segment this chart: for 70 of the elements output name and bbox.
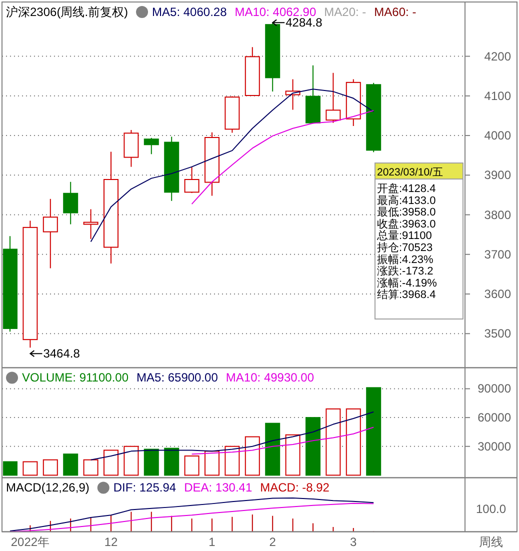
bar: [83, 459, 98, 476]
bar: [164, 448, 180, 476]
x-tick-label: 1: [208, 535, 216, 549]
bar: [244, 436, 260, 476]
series-label: DIF: 125.94: [113, 480, 176, 495]
candlestick: [184, 166, 200, 194]
y-tick-label: 60000: [478, 410, 512, 425]
bar: [104, 450, 118, 476]
bar: [346, 408, 361, 476]
annotation: 3464.8: [43, 346, 80, 361]
bar: [265, 422, 280, 476]
bar: [144, 448, 159, 476]
y-tick-label: 3900: [484, 168, 512, 182]
line-series: [90, 411, 374, 460]
text: MA10: 49930.00: [226, 370, 314, 385]
x-tick-label: 2: [269, 535, 276, 549]
y-tick-label: 3500: [484, 326, 512, 341]
y-tick-label: 4100: [484, 88, 512, 103]
bar: [3, 461, 18, 476]
bar: [326, 408, 341, 476]
bar: [204, 450, 220, 476]
annotation: 最低:3958.0: [377, 206, 436, 219]
chart-title: 沪深2306(周线.前复权): [6, 5, 128, 19]
candlestick: [63, 181, 78, 225]
bar: [42, 459, 58, 476]
annotation: 2023/03/10/五: [377, 166, 444, 178]
annotation: 持仓:70523: [377, 242, 433, 254]
series-label: MACD: -8.92: [260, 480, 330, 495]
y-tick-label: 4000: [484, 128, 512, 143]
bar: [224, 446, 240, 476]
bar: [22, 461, 38, 476]
text: 周线: [479, 535, 503, 549]
y-tick-label: 3700: [484, 247, 512, 262]
annotation: 最高:4133.0: [377, 194, 436, 207]
bar: [306, 417, 320, 476]
annotation: 开盘:4128.4: [377, 183, 436, 195]
annotation: 收盘:3963.0: [377, 218, 436, 230]
line-series: [191, 110, 374, 205]
candlestick: [144, 137, 159, 155]
candlestick: [42, 198, 58, 269]
chart-title: MACD(12,26,9): [6, 480, 90, 495]
text: VOLUME: 91100.00: [22, 370, 129, 385]
line-series: [191, 426, 374, 455]
bar: [285, 434, 300, 476]
bar: [366, 387, 382, 476]
text: 100.0: [476, 502, 506, 516]
y-tick-label: 30000: [478, 439, 512, 454]
text: MA5: 4060.28: [152, 5, 228, 19]
annotation: 总量:91100: [376, 229, 432, 242]
y-tick-label: 4200: [484, 49, 512, 64]
y-tick-label: 3600: [484, 287, 512, 302]
annotation: 振幅:4.23%: [377, 254, 434, 266]
bar: [184, 455, 200, 476]
x-tick-label: 3: [350, 535, 358, 549]
line-series: [90, 88, 374, 242]
text: MA5: 65900.00: [136, 370, 218, 385]
series-label: DEA: 130.41: [184, 480, 252, 495]
y-tick-label: 90000: [478, 382, 512, 396]
legend-label: MA20: -: [324, 5, 366, 19]
annotation: 涨幅:-4.19%: [377, 277, 438, 290]
y-tick-label: 3800: [484, 208, 512, 222]
annotation: 涨跌:-173.2: [377, 266, 434, 278]
candlestick: [83, 208, 98, 240]
candlestick: [326, 72, 341, 124]
x-tick-label: 2022年: [10, 535, 50, 549]
bar: [63, 454, 78, 476]
legend-label: MA60: -: [374, 5, 416, 19]
x-tick-label: 12: [104, 535, 118, 549]
bar: [124, 446, 139, 476]
annotation: 结算:3968.4: [377, 288, 436, 302]
